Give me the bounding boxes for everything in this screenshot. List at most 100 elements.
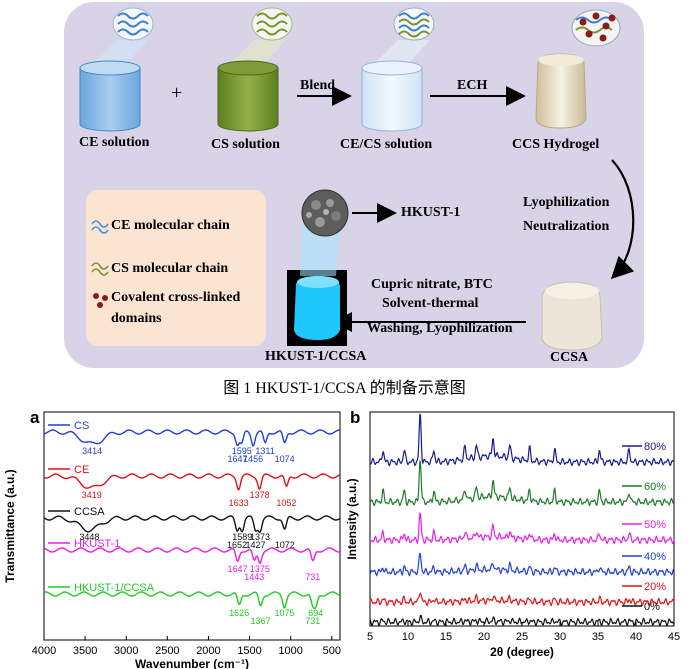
ftir-x-tick-label: 1000 <box>278 645 302 657</box>
ftir-peak-label: 3419 <box>82 490 102 500</box>
ftir-peak-label: 3448 <box>79 532 99 542</box>
ftir-peak-label: 1652 <box>227 540 247 550</box>
xrd-series-80pct <box>369 413 674 467</box>
ftir-peak-label: 1375 <box>250 564 270 574</box>
ftir-peak-label: 731 <box>305 572 320 582</box>
ce-chain-legend-icon <box>91 220 109 234</box>
ce-cs-solution-beaker <box>361 40 430 132</box>
xrd-series-40pct <box>369 552 675 577</box>
cs-chain-icon <box>251 7 293 41</box>
xrd-x-tick-label: 45 <box>668 631 680 643</box>
xrd-x-tick-label: 35 <box>592 631 604 643</box>
plus-sign: + <box>171 82 183 104</box>
xrd-y-label: Intensity (a.u.) <box>345 478 359 559</box>
ftir-peak-label: 1633 <box>229 498 249 508</box>
cs-solution-beaker <box>217 40 286 132</box>
ftir-peak-label: 731 <box>305 616 320 626</box>
legend-icons <box>91 220 109 308</box>
scheme-legend <box>86 190 266 346</box>
figure-caption: 图 1 HKUST-1/CCSA 的制备示意图 <box>223 380 466 397</box>
zoom-cone <box>300 226 340 276</box>
ftir-peak-label: 1367 <box>250 616 270 626</box>
panel-a-letter: a <box>30 408 40 427</box>
legend-crosslink-2: domains <box>111 311 162 326</box>
ftir-series-label: CS <box>74 420 89 432</box>
xrd-chart: 5 10 15 20 25 30 35 40 45 2θ (degree) Intensity (a… <box>345 411 680 659</box>
blend-label: Blend <box>300 78 336 93</box>
xrd-x-tick-label: 30 <box>554 631 566 643</box>
crosslink-legend-icon <box>93 293 108 308</box>
ce-solution-label: CE solution <box>79 135 150 150</box>
ftir-peak-label: 1647 <box>227 454 247 464</box>
xrd-x-label: 2θ (degree) <box>490 645 554 659</box>
ccsa-label: CCSA <box>550 350 589 365</box>
ftir-peak-label: 1456 <box>243 454 263 464</box>
ftir-chart: 4000 3500 3000 2500 2000 1500 1000 500 Wavenumbe… <box>3 411 341 669</box>
ftir-peak-label: 1075 <box>274 608 294 618</box>
ftir-peak-label: 1647 <box>227 564 247 574</box>
ftir-series-label: HKUST-1/CCSA <box>74 582 155 594</box>
ftir-y-label: Transmittance (a.u.) <box>3 469 17 582</box>
ftir-x-tick-label: 3000 <box>114 645 138 657</box>
ftir-peak-label: 1074 <box>275 454 295 464</box>
ftir-peak-label: 1443 <box>244 572 264 582</box>
ftir-x-tick-label: 2500 <box>155 645 179 657</box>
hkust1-ccsa-image <box>287 270 347 346</box>
neutralization-label: Neutralization <box>523 219 610 234</box>
ftir-series-hkust-1/ccsa <box>43 591 341 610</box>
ech-label: ECH <box>457 78 488 93</box>
ftir-series-ccsa <box>43 515 341 534</box>
ce-chain-icon <box>112 7 154 41</box>
ftir-series-cs <box>43 429 340 447</box>
legend-cs-chain: CS molecular chain <box>111 261 229 276</box>
step-line-3: Washing, Lyophilization <box>367 321 513 336</box>
ftir-peak-label: 1427 <box>246 540 266 550</box>
ce-cs-chain-icon <box>393 7 435 41</box>
lyophilization-arrow <box>610 159 635 280</box>
ccs-hydrogel-image <box>535 53 587 129</box>
ftir-x-tick-label: 500 <box>323 645 341 657</box>
hkust1-sem-image <box>301 189 349 237</box>
ftir-x-tick-label: 4000 <box>32 645 56 657</box>
ftir-x-tick-label: 3500 <box>73 645 97 657</box>
ccs-hydrogel-label: CCS Hydrogel <box>512 137 600 152</box>
ftir-peak-label: 1072 <box>275 540 295 550</box>
ftir-peak-label: 1589 <box>232 532 252 542</box>
ftir-peak-label: 1373 <box>250 532 270 542</box>
ftir-peak-label: 1595 <box>232 446 252 456</box>
ce-solution-beaker <box>79 40 148 132</box>
xrd-x-tick-label: 5 <box>367 631 373 643</box>
hkust1-label: HKUST-1 <box>401 205 461 220</box>
cs-solution-label: CS solution <box>211 137 280 152</box>
xrd-series-label: 80% <box>644 441 666 453</box>
ftir-peak-label: 1311 <box>255 446 274 456</box>
xrd-x-tick-label: 25 <box>516 631 528 643</box>
ftir-x-label: Wavenumber (cm⁻¹) <box>135 657 249 669</box>
xrd-series-20pct <box>369 592 675 607</box>
xrd-series-label: 20% <box>644 581 666 593</box>
xrd-series-label: 50% <box>644 519 666 531</box>
legend-crosslink-1: Covalent cross-linked <box>111 290 241 305</box>
xrd-x-tick-label: 15 <box>440 631 452 643</box>
xrd-series-0pct <box>369 614 675 627</box>
ftir-series-ce <box>43 473 341 491</box>
ftir-peak-label: 1378 <box>250 490 270 500</box>
xrd-x-tick-label: 20 <box>478 631 490 643</box>
xrd-x-tick-label: 10 <box>402 631 414 643</box>
ftir-series-label: CCSA <box>74 506 105 518</box>
scheme-graphics <box>79 7 635 351</box>
xrd-series-label: 60% <box>644 481 666 493</box>
ftir-peak-label: 1626 <box>229 608 249 618</box>
xrd-series-label: 40% <box>644 551 666 563</box>
ftir-peak-label: 3414 <box>82 446 102 456</box>
xrd-plot-frame <box>369 411 675 627</box>
ftir-series-label: CE <box>74 464 89 476</box>
ce-cs-solution-label: CE/CS solution <box>340 137 433 152</box>
ftir-plot-frame <box>43 411 341 641</box>
ccsa-image <box>541 281 603 351</box>
ftir-series-label: HKUST-1 <box>74 538 120 550</box>
panel-b-letter: b <box>350 408 361 427</box>
ftir-peak-label: 694 <box>308 608 323 618</box>
lyophilization-label: Lyophilization <box>523 195 610 210</box>
hkust1-ccsa-label: HKUST-1/CCSA <box>265 349 367 364</box>
